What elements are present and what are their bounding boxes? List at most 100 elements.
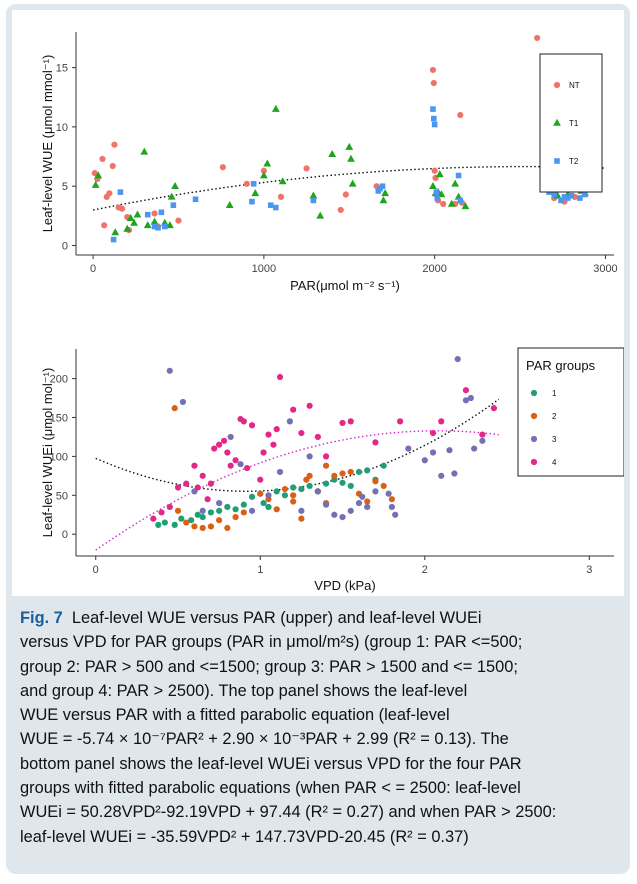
legend-marker <box>530 412 538 420</box>
y-tick-label: 10 <box>56 122 68 134</box>
data-point <box>166 503 173 511</box>
data-point <box>199 507 206 514</box>
data-point <box>216 517 223 524</box>
data-point <box>457 111 464 119</box>
legend-marker <box>530 389 538 397</box>
y-tick-label: 15 <box>56 63 68 75</box>
data-point <box>199 472 206 479</box>
chart-upper: 0 1000 2000 3000 0 5 10 15 PAR(μmol m⁻² s⁻¹) Leaf… <box>40 32 618 293</box>
data-point <box>240 418 247 425</box>
data-point <box>151 223 158 230</box>
data-point <box>175 217 182 224</box>
series-2-group <box>166 356 486 521</box>
data-point <box>126 214 135 222</box>
legend-label-T1: T1 <box>569 119 579 128</box>
data-point <box>257 476 264 483</box>
y-tick-label: 0 <box>62 241 68 253</box>
data-point <box>276 468 284 476</box>
data-point <box>290 484 297 491</box>
data-point <box>397 418 404 425</box>
data-point <box>211 445 218 452</box>
data-point <box>385 490 392 497</box>
data-point <box>298 429 305 437</box>
data-point <box>123 224 132 232</box>
plots-panel: 0 1000 2000 3000 0 5 10 15 PAR(μmol m⁻² s⁻¹) Leaf… <box>12 10 624 596</box>
data-point <box>434 195 441 201</box>
data-point <box>454 356 461 363</box>
data-point <box>462 397 470 404</box>
data-point <box>199 524 206 532</box>
data-point <box>381 189 390 197</box>
data-point <box>150 217 159 225</box>
data-point <box>216 507 223 514</box>
data-point <box>111 141 118 148</box>
data-point <box>429 182 437 190</box>
y-tick-label: 200 <box>50 374 68 386</box>
data-point <box>461 202 470 210</box>
data-point <box>204 496 211 503</box>
data-point <box>372 488 379 495</box>
data-point <box>250 181 257 187</box>
data-point <box>405 445 412 452</box>
data-point <box>431 121 438 128</box>
data-point <box>273 204 279 211</box>
data-point <box>438 418 445 425</box>
figure-frame: 0 1000 2000 3000 0 5 10 15 PAR(μmol m⁻² s⁻¹) Leaf… <box>6 4 630 874</box>
data-point <box>273 426 280 433</box>
data-point <box>359 493 366 500</box>
x-tick-label: 2000 <box>422 263 446 275</box>
data-point <box>451 179 460 187</box>
data-point <box>306 453 313 460</box>
data-point <box>207 509 215 516</box>
legend-marker <box>530 435 538 443</box>
data-point <box>290 406 297 413</box>
data-point <box>467 394 474 402</box>
data-point <box>225 200 234 208</box>
data-point <box>277 193 285 200</box>
data-point <box>91 180 100 188</box>
caption-line-0: Fig. 7 Leaf-level WUE versus PAR (upper)… <box>20 606 626 630</box>
data-point <box>303 165 310 172</box>
caption-line-3: and group 4: PAR > 2500). The top panel … <box>20 681 468 700</box>
data-point <box>111 228 120 236</box>
data-point <box>286 418 293 425</box>
data-point <box>232 506 239 513</box>
data-point <box>455 172 462 179</box>
data-point <box>194 511 201 518</box>
data-point <box>101 222 108 229</box>
data-point <box>568 192 575 199</box>
data-point <box>314 488 321 495</box>
data-point <box>192 196 199 203</box>
data-point <box>267 202 274 208</box>
data-point <box>263 159 272 167</box>
data-point <box>273 488 280 495</box>
chart-lower: 0 1 2 3 0 50 100 150 200 VPD (kPa) Leaf-level WUEi… <box>40 347 624 593</box>
data-point <box>306 482 313 490</box>
data-point <box>166 367 173 374</box>
data-point <box>561 194 568 200</box>
data-point <box>347 418 354 425</box>
data-point <box>388 503 395 511</box>
data-point <box>194 484 201 491</box>
data-point <box>430 79 437 87</box>
data-point <box>551 191 558 198</box>
data-point <box>150 515 157 522</box>
data-point <box>447 199 456 207</box>
legend-box <box>539 53 603 193</box>
data-point <box>158 509 165 516</box>
x-axis-label: VPD (kPa) <box>314 578 375 593</box>
data-point <box>380 462 387 469</box>
x-tick-label: 3000 <box>593 263 617 275</box>
x-tick-label: 0 <box>90 263 96 275</box>
data-point <box>265 503 272 511</box>
data-point <box>431 167 438 174</box>
data-point <box>219 164 226 171</box>
data-point <box>558 197 564 204</box>
fit-curve-1 <box>95 430 499 551</box>
y-axis-label: Leaf-level WUE (μmol mmol⁻¹) <box>40 55 55 233</box>
fit-curve-0 <box>92 165 606 211</box>
data-point <box>462 387 470 394</box>
data-point <box>446 447 453 454</box>
data-point <box>364 498 371 505</box>
data-point <box>207 480 215 487</box>
